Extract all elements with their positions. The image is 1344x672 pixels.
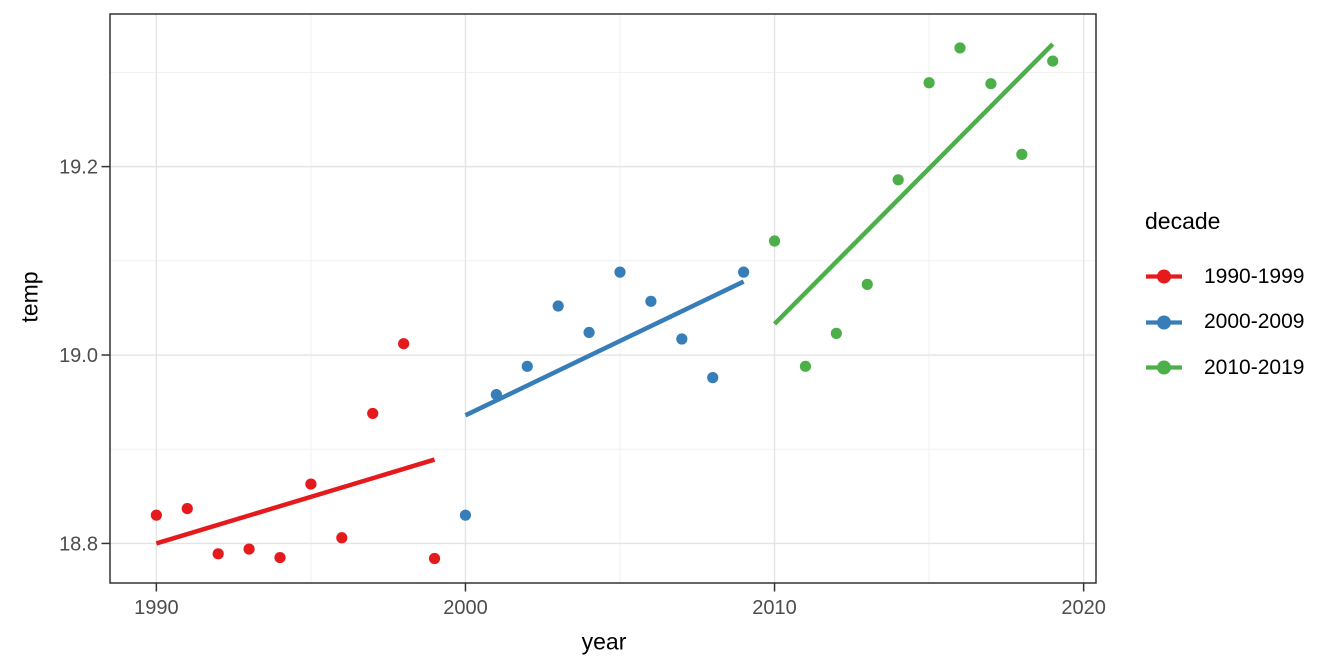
- data-point-1990-1999: [243, 543, 255, 555]
- data-point-2000-2009: [707, 372, 719, 384]
- data-point-2000-2009: [583, 326, 595, 339]
- data-point-2000-2009: [738, 266, 750, 278]
- x-tick-label: 1990: [134, 597, 179, 619]
- data-point-2000-2009: [552, 300, 564, 312]
- data-point-2010-2019: [799, 360, 812, 372]
- legend-key-icon: [1146, 269, 1182, 284]
- data-point-2010-2019: [1047, 55, 1059, 67]
- y-tick-label: 18.8: [59, 533, 98, 555]
- legend-key-icon: [1146, 360, 1182, 375]
- data-point-1990-1999: [398, 338, 410, 350]
- legend-item: 1990-1999: [1145, 263, 1304, 290]
- trend-line-1990-1999: [155, 457, 436, 546]
- data-point-1990-1999: [367, 407, 379, 420]
- legend-items: 1990-1999 2000-2009 2010-2019: [1145, 263, 1304, 381]
- data-point-2000-2009: [676, 333, 688, 345]
- legend-item: 2010-2019: [1145, 354, 1304, 381]
- x-axis-title: year: [581, 628, 627, 655]
- data-point-2000-2009: [521, 360, 533, 372]
- legend: decade 1990-1999 2000-2009 2010-2019: [1145, 206, 1304, 381]
- legend-item-label: 2010-2019: [1204, 355, 1305, 379]
- data-point-2010-2019: [1016, 148, 1028, 160]
- legend-item: 2000-2009: [1145, 309, 1304, 336]
- data-point-1990-1999: [274, 551, 286, 564]
- data-point-2010-2019: [954, 42, 966, 54]
- x-tick-label: 2000: [443, 597, 488, 619]
- x-tick-label: 2020: [1061, 597, 1106, 619]
- panel-border: [109, 13, 1097, 584]
- legend-item-label: 2000-2009: [1204, 310, 1305, 333]
- data-point-1990-1999: [336, 532, 348, 544]
- data-point-1990-1999: [305, 478, 317, 490]
- trend-line-2010-2019: [772, 42, 1055, 326]
- legend-title: decade: [1145, 208, 1221, 234]
- data-point-2010-2019: [985, 78, 997, 90]
- data-point-2010-2019: [923, 77, 935, 89]
- data-point-2010-2019: [861, 278, 873, 290]
- trend-line-2000-2009: [464, 279, 745, 418]
- data-point-1990-1999: [428, 552, 441, 565]
- data-point-2000-2009: [645, 295, 657, 307]
- data-point-2010-2019: [830, 327, 842, 339]
- data-point-2000-2009: [459, 509, 472, 521]
- data-point-2010-2019: [892, 174, 904, 186]
- data-point-1990-1999: [150, 509, 162, 521]
- data-point-2000-2009: [614, 266, 626, 278]
- x-tick-label: 2010: [752, 597, 797, 619]
- y-tick-label: 19.0: [59, 345, 98, 367]
- y-tick-label: 19.2: [59, 157, 98, 179]
- legend-key-icon: [1146, 315, 1182, 329]
- data-point-2010-2019: [768, 235, 781, 247]
- y-axis-title: temp: [16, 271, 43, 323]
- data-point-1990-1999: [212, 548, 224, 560]
- data-point-1990-1999: [181, 502, 193, 515]
- legend-item-label: 1990-1999: [1204, 264, 1305, 288]
- plot-panel: [110, 14, 1096, 583]
